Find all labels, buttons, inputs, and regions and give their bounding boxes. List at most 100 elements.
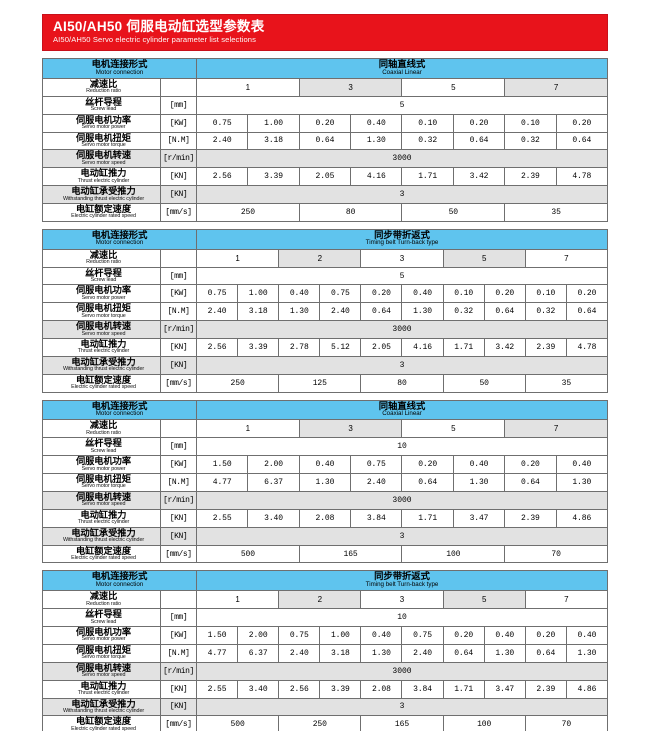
table-2-table: 电机连接形式 Motor connection 同步带折返式 Timing belt … [41,228,609,393]
motor-torque-value: 4.77 [196,473,249,492]
row-label-screw_lead: 丝杆导程 Screw lead [42,266,161,286]
row-label-withstanding_thrust: 电动缸承受推力 Withstanding thrust electric cyli… [42,526,161,546]
unit-motor_power: [KW] [159,455,198,475]
motor-torque-value: 4.77 [196,643,239,663]
thrust-value: 1.71 [442,679,485,699]
motor-torque-value: 2.40 [319,302,362,322]
row-label-withstanding_thrust: 电动缸承受推力 Withstanding thrust electric cyli… [42,697,161,717]
withstanding-thrust-value: 3 [196,697,608,717]
row-label-thrust: 电动缸推力 Thrust electric cylinder [42,508,161,528]
row-label-rated_speed: 电缸额定速度 Electric cylinder rated speed [42,544,161,564]
screw-lead-value: 5 [196,95,608,115]
row-label-en: Reduction ratio [86,88,121,95]
motor-torque-value: 0.32 [401,131,454,151]
row-label-motor_power: 伺服电机功率 Servo motor power [42,455,161,475]
row-label-cn: 电缸额定速度 [75,374,132,385]
unit-thrust: [KN] [159,338,198,357]
thrust-value: 2.39 [504,508,557,528]
row-label-en: Servo motor torque [81,312,126,319]
unit-motor_torque: [N.M] [159,131,198,151]
row-label-en: Withstanding thrust electric cylinder [62,366,145,373]
motor-power-value: 0.75 [350,455,403,475]
motor-power-value: 2.00 [237,626,280,645]
row-label-en: Reduction ratio [86,429,121,436]
motor-torque-value: 2.40 [278,643,321,663]
screw-lead-value: 5 [196,266,608,286]
row-label-cn: 丝杆导程 [85,96,122,107]
thrust-value: 4.86 [555,508,609,528]
unit-reduction-ratio [159,419,198,439]
table-row: 伺服电机转速 Servo motor speed [r/min] 3000 [42,661,608,681]
motor-torque-value: 1.30 [298,473,352,492]
row-label-en: Screw lead [90,447,117,454]
row-label-en: Withstanding thrust electric cylinder [62,195,145,202]
ratio-value: 7 [504,419,608,439]
screw-lead-value: 10 [196,437,608,457]
thrust-value: 3.47 [483,679,526,699]
motor-connection-header: 电机连接形式 Motor connection [41,58,198,79]
thrust-value: 4.16 [350,167,403,187]
motor-power-value: 1.50 [196,626,239,645]
row-label-cn: 丝杆导程 [85,438,122,449]
row-label-en: Reduction ratio [86,600,121,607]
motor-power-value: 1.50 [196,455,249,475]
row-label-cn: 伺服电机扭矩 [75,132,132,143]
unit-thrust: [KN] [159,508,198,528]
thrust-value: 3.39 [237,338,280,357]
row-label-rated_speed: 电缸额定速度 Electric cylinder rated speed [42,715,161,731]
row-label-cn: 电动缸推力 [80,168,127,179]
ratio-value: 5 [401,419,506,439]
thrust-value: 2.56 [278,679,321,699]
motor-power-value: 0.20 [442,626,485,645]
row-label-motor_speed: 伺服电机转速 Servo motor speed [42,320,161,340]
unit-motor_speed: [r/min] [159,661,198,681]
table-row: 电动缸推力 Thrust electric cylinder [KN] 2.56 3.3… [42,167,609,187]
motor-power-value: 0.40 [401,284,444,304]
row-label-cn: 电缸额定速度 [75,545,132,556]
unit-reduction-ratio [159,248,198,268]
row-label-cn: 电动缸承受推力 [71,698,136,709]
row-label-thrust: 电动缸推力 Thrust electric cylinder [42,679,161,699]
motor-power-value: 0.20 [452,113,506,133]
motor-power-value: 0.10 [524,284,567,304]
motor-connection-header: 电机连接形式 Motor connection [41,399,198,421]
table-row: 电动缸承受推力 Withstanding thrust electric cyli… [42,526,608,546]
row-label-cn: 电动缸承受推力 [71,527,136,538]
motor-power-value: 0.75 [401,626,444,645]
row-label-cn: 丝杆导程 [85,267,122,278]
thrust-value: 2.39 [524,679,567,699]
row-label-cn: 电动缸推力 [80,680,127,691]
row-label-en: Thrust electric cylinder [77,690,130,697]
motor-torque-value: 3.18 [237,302,280,322]
thrust-value: 3.40 [247,508,300,528]
thrust-value: 3.42 [452,167,506,187]
motor-speed-value: 3000 [196,490,608,510]
motor-power-value: 0.20 [565,284,609,304]
rated-speed-value: 500 [196,544,300,564]
row-label-en: Servo motor torque [81,654,126,661]
motor-power-value: 0.10 [504,113,557,133]
row-label-en: Thrust electric cylinder [77,177,130,184]
motor-torque-value: 0.64 [504,473,557,492]
motor-power-value: 0.75 [319,284,362,304]
row-label-cn: 电缸额定速度 [75,204,132,215]
table-row: 减速比 Reduction ratio 1 3 5 7 [42,419,608,439]
row-label-motor_torque: 伺服电机扭矩 Servo motor torque [42,643,161,663]
rated-speed-value: 70 [524,715,609,731]
rated-speed-value: 50 [442,373,526,393]
spec-sheet: AI50/AH50 伺服电动缸选型参数表 AI50/AH50 Servo ele… [41,14,609,731]
screw-lead-value: 10 [196,608,608,628]
ratio-value: 1 [196,77,300,97]
thrust-value: 1.71 [401,167,454,187]
ratio-value: 5 [401,77,506,97]
row-label-motor_speed: 伺服电机转速 Servo motor speed [42,149,161,169]
thrust-value: 3.84 [350,508,403,528]
thrust-value: 2.05 [360,338,403,357]
rated-speed-value: 100 [442,715,526,731]
unit-rated_speed: [mm/s] [159,203,198,222]
motor-power-value: 0.40 [350,113,403,133]
motor-power-value: 2.00 [247,455,300,475]
ratio-value: 5 [442,590,526,610]
row-label-thrust: 电动缸推力 Thrust electric cylinder [42,338,161,357]
